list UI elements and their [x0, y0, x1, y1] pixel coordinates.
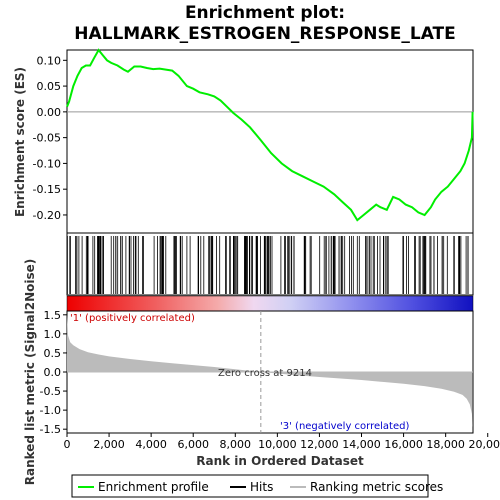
- legend-box: [71, 474, 429, 498]
- metric-y-tick-label: 1.0: [44, 328, 62, 341]
- x-tick-label: 18,000: [426, 438, 465, 451]
- x-tick-label: 4,000: [135, 438, 167, 451]
- x-tick-label: 0: [64, 438, 71, 451]
- x-axis-label: Rank in Ordered Dataset: [196, 454, 364, 468]
- es-y-ticks: -0.20 -0.15 -0.10 -0.05 0.00 0.05 0.10: [33, 54, 67, 222]
- zero-cross-label: Zero cross at 9214: [218, 368, 312, 379]
- ranking-metric-area: [67, 314, 473, 428]
- es-y-tick-label: -0.10: [33, 157, 61, 170]
- metric-y-tick-label: -1.0: [40, 404, 61, 417]
- es-panel-frame: [66, 49, 474, 234]
- x-tick-label: 10,000: [258, 438, 297, 451]
- x-tick-label: 12,000: [300, 438, 339, 451]
- es-y-axis-label: Enrichment score (ES): [13, 67, 27, 217]
- legend-profile-label: Enrichment profile: [98, 480, 209, 494]
- metric-y-axis-label: Ranked list metric (Signal2Noise): [23, 259, 37, 486]
- es-y-tick-label: -0.20: [33, 209, 61, 222]
- metric-y-tick-label: -1.5: [40, 423, 61, 436]
- es-y-tick-label: 0.00: [37, 106, 62, 119]
- x-tick-label: 16,000: [384, 438, 423, 451]
- legend-hits-label: Hits: [250, 480, 273, 494]
- hit-lines: [67, 236, 469, 294]
- es-y-tick-label: -0.05: [33, 132, 61, 145]
- positive-correlation-label: '1' (positively correlated): [70, 313, 195, 324]
- x-tick-label: 6,000: [177, 438, 209, 451]
- negative-correlation-label: '3' (negatively correlated): [280, 421, 409, 432]
- es-y-tick-label: 0.10: [37, 54, 62, 67]
- rank-color-bar: [66, 295, 474, 312]
- metric-y-tick-label: 1.5: [44, 309, 62, 322]
- x-tick-label: 20,000: [468, 438, 500, 451]
- hits-panel: [66, 232, 474, 296]
- metric-y-ticks: -1.5 -1.0 -0.5 0.0 0.5 1.0 1.5: [40, 309, 67, 436]
- chart-title-line1: Enrichment plot:: [185, 3, 345, 23]
- es-y-tick-label: 0.05: [37, 80, 62, 93]
- metric-x-ticks: 0 2,000 4,000 6,000 8,000 10,000 12,000 14,000 1…: [64, 433, 500, 451]
- legend-metric-label: Ranking metric scores: [310, 480, 443, 494]
- metric-y-tick-label: 0.0: [44, 366, 62, 379]
- x-tick-label: 14,000: [342, 438, 381, 451]
- metric-y-tick-label: -0.5: [40, 385, 61, 398]
- x-tick-label: 8,000: [220, 438, 252, 451]
- metric-panel: -1.5 -1.0 -0.5 0.0 0.5 1.0 1.5 0 2,000 4,000 6,00…: [23, 259, 500, 486]
- es-panel: -0.20 -0.15 -0.10 -0.05 0.00 0.05 0.10 Enrichm…: [13, 48, 474, 234]
- legend: Enrichment profile Hits Ranking metric s…: [71, 474, 443, 498]
- es-y-tick-label: -0.15: [33, 183, 61, 196]
- enrichment-profile-line: [66, 48, 474, 222]
- metric-y-tick-label: 0.5: [44, 347, 62, 360]
- x-tick-label: 2,000: [93, 438, 125, 451]
- chart-title-line2: HALLMARK_ESTROGEN_RESPONSE_LATE: [74, 24, 456, 44]
